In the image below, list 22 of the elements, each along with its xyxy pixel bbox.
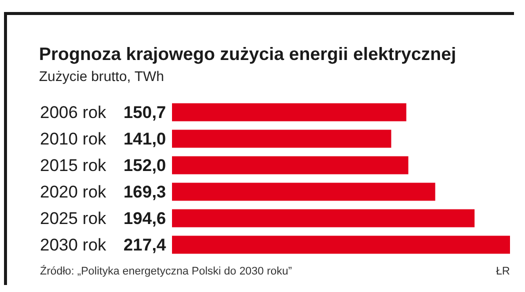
bar	[172, 209, 475, 228]
bar	[172, 182, 436, 201]
data-label: 152,0	[123, 156, 166, 175]
data-label: 194,6	[123, 208, 166, 228]
bar	[172, 130, 392, 148]
chart-subtitle: Zużycie brutto, TWh	[39, 68, 164, 84]
bar	[172, 236, 510, 254]
bar	[172, 156, 408, 174]
y-tick-label: 2030 rok	[40, 235, 107, 254]
data-label: 217,4	[123, 235, 167, 254]
text: ŁR	[496, 266, 510, 278]
chart-title: Prognoza krajowego zużycia energii elektrycznej	[39, 44, 456, 64]
data-label: 141,0	[123, 129, 166, 148]
data-label: 150,7	[123, 102, 166, 122]
y-tick-label: 2025 rok	[40, 208, 107, 228]
text: Źródło: „Polityka energetyczna Polski do 2030 roku”	[40, 264, 292, 278]
y-tick-label: 2015 rok	[40, 156, 107, 175]
data-label: 169,3	[123, 182, 166, 202]
y-tick-label: 2020 rok	[40, 182, 107, 202]
y-tick-label: 2010 rok	[40, 129, 107, 148]
y-tick-label: 2006 rok	[40, 102, 107, 122]
bar	[172, 103, 406, 122]
